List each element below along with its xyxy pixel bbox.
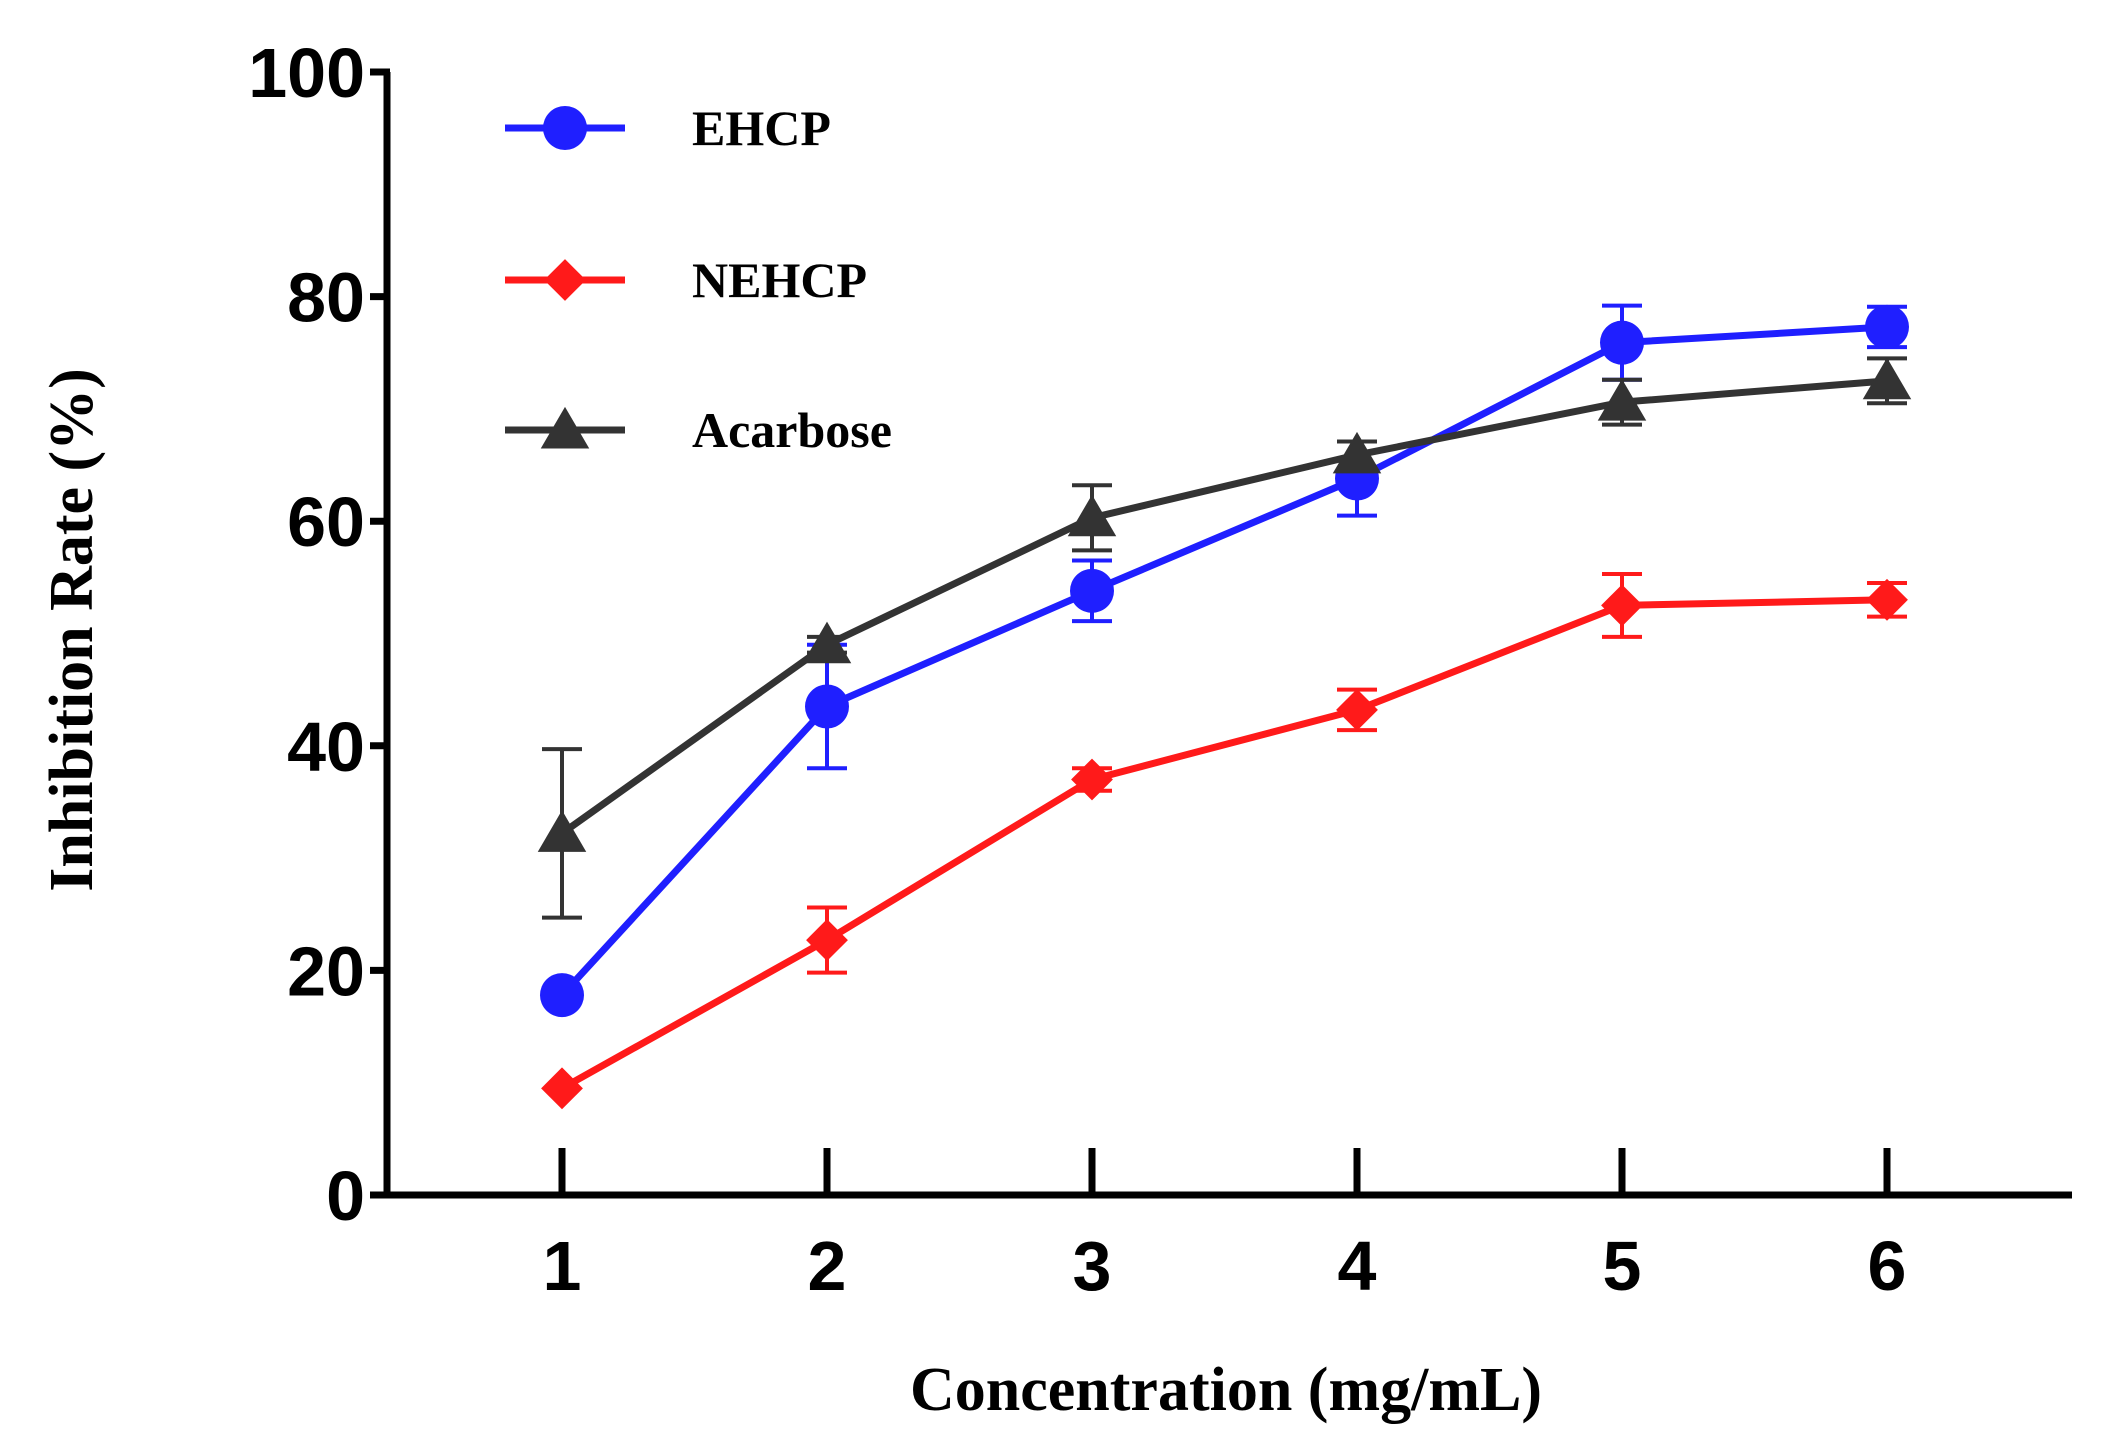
data-point	[541, 1067, 583, 1110]
x-ticks: 1 2 3 4 5 6	[543, 1148, 1907, 1305]
y-tick-label: 80	[287, 259, 365, 337]
data-point	[540, 973, 584, 1018]
legend-label: EHCP	[692, 100, 831, 156]
data-point	[1070, 568, 1114, 613]
series-line	[559, 323, 1888, 998]
legend-marker	[540, 406, 590, 449]
axes	[383, 72, 2072, 1199]
data-point	[1336, 688, 1378, 731]
data-point	[1332, 431, 1382, 474]
legend-item-nehcp: NEHCP	[505, 252, 867, 308]
y-tick-label: 60	[287, 483, 365, 561]
series-line	[559, 377, 1888, 837]
series-acarbose	[537, 356, 1912, 920]
x-axis-title: Concentration (mg/mL)	[910, 1356, 1542, 1424]
data-point	[802, 621, 852, 664]
data-point	[1866, 578, 1908, 621]
legend-label: NEHCP	[692, 252, 867, 308]
legend-item-ehcp: EHCP	[505, 100, 831, 156]
y-tick-label: 100	[248, 34, 365, 112]
x-tick-label: 4	[1338, 1227, 1377, 1305]
data-point	[537, 810, 587, 852]
data-point	[1862, 357, 1912, 400]
series-line	[560, 596, 1888, 1092]
data-point	[1067, 494, 1117, 537]
x-tick-label: 5	[1603, 1227, 1642, 1305]
y-ticks: 0 20 40 60 80 100	[248, 34, 390, 1235]
legend-marker	[543, 106, 587, 150]
plot-area	[537, 303, 1912, 1110]
data-point	[1601, 584, 1643, 627]
x-tick-label: 6	[1868, 1227, 1907, 1305]
series-nehcp	[541, 571, 1908, 1110]
x-tick-label: 1	[543, 1227, 582, 1305]
x-tick-label: 3	[1073, 1227, 1112, 1305]
legend: EHCP NEHCP Acarbose	[505, 100, 892, 458]
y-tick-label: 0	[326, 1157, 365, 1235]
legend-item-acarbose: Acarbose	[505, 402, 892, 458]
data-point	[805, 684, 849, 729]
legend-marker	[544, 259, 586, 301]
y-tick-label: 40	[287, 708, 365, 786]
x-tick-label: 2	[808, 1227, 847, 1305]
legend-label: Acarbose	[692, 402, 892, 458]
data-point	[1597, 379, 1647, 421]
data-point	[806, 919, 848, 961]
y-tick-label: 20	[287, 932, 365, 1010]
y-axis-title: Inhibition Rate (%)	[38, 368, 106, 892]
data-point	[1600, 320, 1644, 365]
data-point	[1071, 758, 1113, 801]
data-point	[1865, 304, 1909, 349]
